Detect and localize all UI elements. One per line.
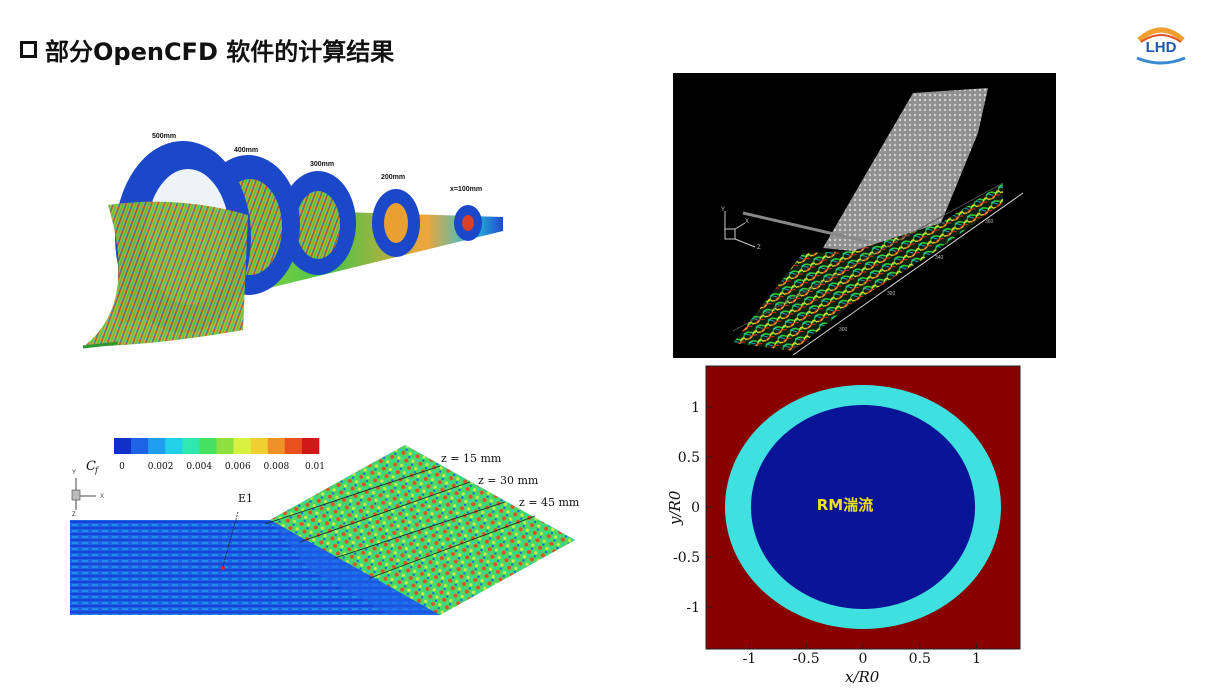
- rm-x-tick-label: 0: [859, 651, 868, 667]
- page-title: 部分OpenCFD 软件的计算结果: [20, 32, 394, 67]
- tick-label: 320: [887, 291, 896, 297]
- colorbar-swatch: [114, 438, 132, 454]
- rm-y-tick-label: 1: [691, 400, 700, 416]
- colorbar-swatch: [148, 438, 166, 454]
- rm-inner-core: [751, 405, 975, 609]
- station-label-100mm: x=100mm: [450, 186, 483, 193]
- tick-label: 360: [985, 219, 994, 225]
- rm-xlabel: x/R0: [845, 668, 880, 686]
- logo-text: LHD: [1146, 39, 1177, 56]
- rm-plot-svg: RM湍流 1 0.5 0 -0.5 -1 -1 -0.5 0 0.5 1 y/R0 x/R0: [666, 365, 1021, 686]
- page-title-text: 部分OpenCFD 软件的计算结果: [45, 38, 395, 66]
- tick-label: 300: [839, 327, 848, 333]
- colorbar-tick-label: 0.008: [264, 462, 290, 472]
- colorbar-tick-label: 0.01: [305, 462, 325, 472]
- colorbar-swatch: [301, 438, 320, 454]
- cf-triad-x: X: [100, 494, 104, 500]
- rm-y-tick-label: -1: [686, 600, 700, 616]
- colorbar-tick-label: 0.004: [186, 462, 212, 472]
- rm-y-tick-label: 0.5: [678, 450, 700, 466]
- rm-y-tick-label: 0: [691, 500, 700, 516]
- triad-z-label: Z: [757, 245, 761, 251]
- cf-triad-z: Z: [72, 512, 76, 518]
- colorbar-swatch: [250, 438, 269, 454]
- rm-y-axis: 1 0.5 0 -0.5 -1: [673, 400, 712, 616]
- cf-legend-label: C: [86, 459, 96, 474]
- rm-y-tick-label: -0.5: [673, 550, 700, 566]
- rm-ylabel: y/R0: [666, 490, 684, 526]
- cf-legend-sub: f: [94, 466, 100, 475]
- rm-x-tick-label: -0.5: [793, 651, 820, 667]
- colorbar-swatch: [131, 438, 149, 454]
- lhd-logo-icon: LHD: [1136, 27, 1186, 65]
- checkbox-square-icon: [20, 41, 37, 58]
- colorbar-swatch: [216, 438, 234, 454]
- turbulence-3d-image: Y X Z 340 320 300 360: [721, 88, 1024, 356]
- colorbar-swatch: [267, 438, 286, 454]
- rm-x-tick-label: -1: [743, 651, 757, 667]
- station-label-400mm: 400mm: [234, 147, 259, 154]
- skin-friction-image: 0 0.002 0.004 0.006 0.008 0.01 C f Y X Z E1 z…: [70, 438, 580, 615]
- z-label-15: z = 15 mm: [441, 452, 502, 465]
- cf-colorbar: 0 0.002 0.004 0.006 0.008 0.01: [114, 438, 325, 472]
- z-label-30: z = 30 mm: [478, 474, 539, 487]
- station-label-200mm: 200mm: [381, 174, 406, 181]
- rm-x-tick-label: 1: [972, 651, 981, 667]
- rm-center-label: RM湍流: [817, 496, 873, 514]
- z-label-45: z = 45 mm: [519, 496, 580, 509]
- turbulence-3d-figure: Y X Z 340 320 300 360: [673, 73, 1056, 358]
- colorbar-tick-label: 0.002: [148, 462, 174, 472]
- colorbar-tick-label: 0.006: [225, 462, 251, 472]
- rm-x-tick-label: 0.5: [909, 651, 931, 667]
- rm-turbulence-plot: RM湍流 1 0.5 0 -0.5 -1 -1 -0.5 0 0.5 1 y/R0 x/R0: [650, 360, 1030, 690]
- cone-flow-image: [82, 141, 503, 349]
- colorbar-swatch: [165, 438, 183, 454]
- colorbar-tick-label: 0: [119, 462, 125, 472]
- colorbar-swatch: [199, 438, 217, 454]
- skin-friction-figure: 0 0.002 0.004 0.006 0.008 0.01 C f Y X Z E1 z…: [60, 430, 590, 620]
- station-label-300mm: 300mm: [310, 161, 335, 168]
- colorbar-swatch: [233, 438, 251, 454]
- colorbar-swatch: [182, 438, 200, 454]
- station-label-500mm: 500mm: [152, 133, 177, 140]
- probe-label-e1: E1: [238, 492, 253, 505]
- rm-x-axis: -1 -0.5 0 0.5 1: [743, 643, 981, 667]
- colorbar-swatch: [284, 438, 303, 454]
- triad-x-label: X: [745, 219, 749, 225]
- tick-label: 340: [935, 255, 944, 261]
- triad-y-label: Y: [721, 207, 725, 213]
- cone-flow-figure: 500mm 400mm 300mm 200mm x=100mm: [78, 125, 518, 355]
- cf-triad-y: Y: [72, 470, 76, 476]
